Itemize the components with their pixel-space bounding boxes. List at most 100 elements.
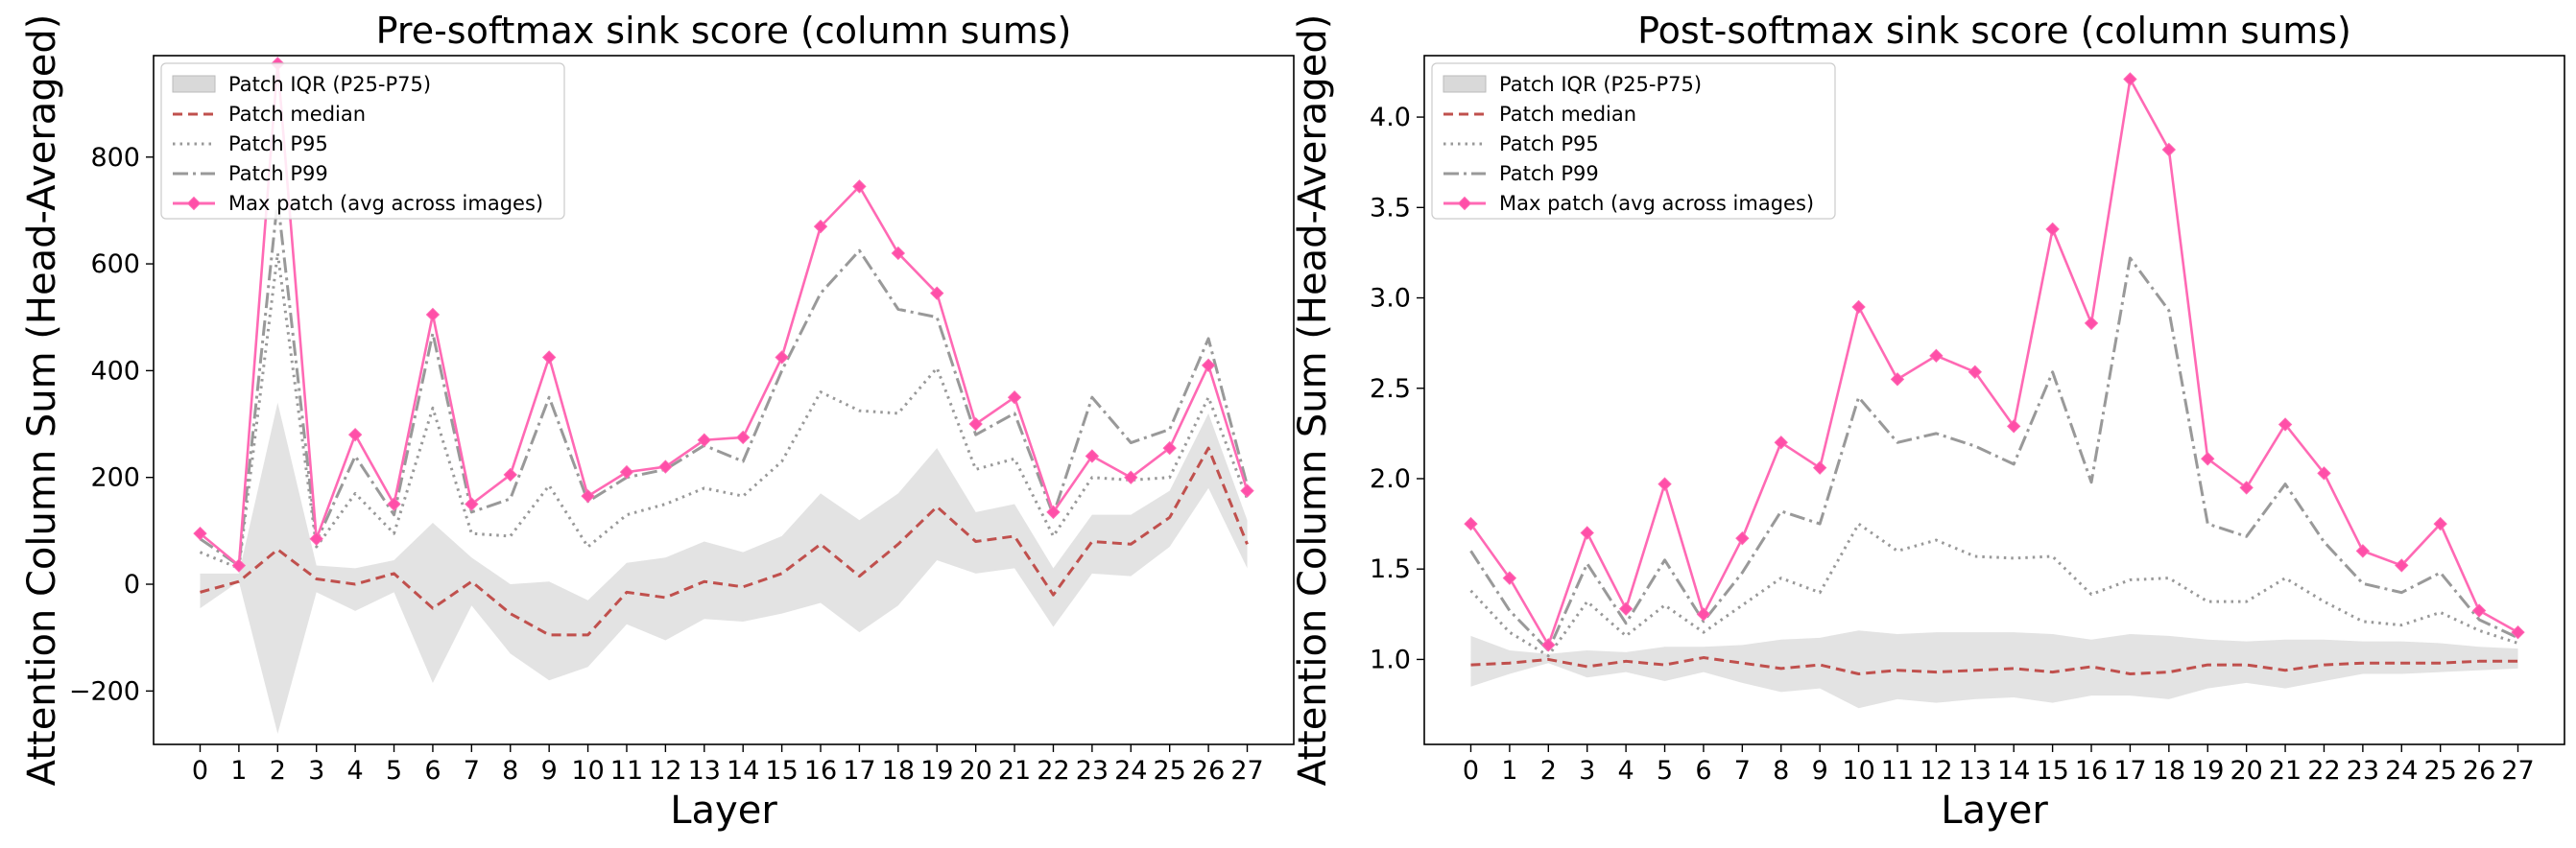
max-patch-point — [193, 526, 207, 541]
x-tick-label: 15 — [765, 756, 798, 786]
max-patch-point — [465, 497, 479, 511]
x-tick-label: 7 — [464, 756, 480, 786]
max-patch-point — [2317, 466, 2331, 481]
data-layer — [1464, 72, 2525, 709]
series-line-patch-p99 — [1469, 256, 2519, 652]
max-patch-point — [2433, 516, 2447, 531]
max-patch-point — [2395, 558, 2409, 573]
y-tick-label: 3.0 — [1370, 284, 1411, 314]
x-tick-label: 13 — [1959, 756, 1992, 786]
y-tick-label: 3.5 — [1370, 193, 1411, 223]
max-patch-point — [1696, 607, 1711, 622]
x-tick-label: 8 — [1773, 756, 1789, 786]
max-patch-point — [775, 350, 789, 365]
max-patch-point — [2471, 603, 2487, 618]
max-patch-point — [581, 488, 595, 504]
x-tick-label: 17 — [843, 756, 875, 786]
x-tick-label: 27 — [1230, 756, 1263, 786]
legend-entry-label: Patch IQR (P25-P75) — [1499, 73, 1702, 96]
legend-entry-label: Patch IQR (P25-P75) — [228, 73, 431, 96]
max-patch-point — [1124, 470, 1138, 484]
max-patch-point — [813, 219, 828, 234]
y-tick-label: 2.0 — [1370, 464, 1411, 494]
legend-entry-label: Patch P95 — [1499, 132, 1599, 155]
x-tick-label: 2 — [270, 756, 286, 786]
y-tick-label: 200 — [90, 463, 140, 493]
x-tick-label: 16 — [804, 756, 837, 786]
x-tick-label: 9 — [541, 756, 558, 786]
x-tick-label: 4 — [347, 756, 364, 786]
series-line-patch-median — [1470, 656, 2518, 676]
x-tick-label: 6 — [424, 756, 441, 786]
max-patch-point — [1812, 460, 1827, 475]
x-tick-label: 14 — [1997, 756, 2030, 786]
y-tick-label: 0 — [124, 570, 140, 600]
y-tick-label: 800 — [90, 143, 140, 173]
x-tick-label: 25 — [1154, 756, 1186, 786]
y-tick-label: 600 — [90, 249, 140, 279]
legend-swatch-iqr — [172, 75, 216, 93]
series-line-max-patch-avg-across-images — [199, 62, 1249, 567]
max-patch-point — [968, 416, 983, 432]
max-patch-point — [2084, 316, 2099, 331]
max-patch-point — [1890, 372, 1905, 387]
max-patch-point — [347, 427, 363, 442]
legend-entry-label: Max patch (avg across images) — [228, 192, 543, 215]
legend-entry-label: Patch P95 — [228, 132, 328, 155]
x-tick-label: 10 — [1842, 756, 1874, 786]
x-tick-label: 5 — [386, 756, 402, 786]
max-patch-point — [2201, 452, 2215, 466]
max-patch-point — [503, 467, 517, 483]
x-tick-label: 17 — [2113, 756, 2146, 786]
x-tick-label: 9 — [1812, 756, 1828, 786]
y-axis-label: Attention Column Sum (Head-Averaged) — [1291, 14, 1335, 787]
max-patch-point — [541, 350, 557, 365]
max-patch-point — [852, 179, 867, 194]
y-tick-label: 2.5 — [1370, 374, 1411, 404]
max-patch-point — [2239, 481, 2254, 495]
max-patch-point — [1162, 440, 1177, 456]
chart-title: Post-softmax sink score (column sums) — [1637, 10, 2351, 52]
max-patch-point — [2006, 419, 2021, 434]
y-tick-label: 1.0 — [1370, 645, 1411, 674]
max-patch-point — [1502, 571, 1517, 585]
x-tick-label: 23 — [2347, 756, 2379, 786]
x-tick-label: 21 — [2269, 756, 2302, 786]
x-axis-label: Layer — [670, 789, 777, 833]
x-tick-label: 1 — [230, 756, 247, 786]
x-tick-label: 2 — [1540, 756, 1557, 786]
plot-frame — [1423, 55, 2565, 745]
x-tick-label: 15 — [2036, 756, 2068, 786]
x-tick-label: 3 — [308, 756, 324, 786]
max-patch-point — [1085, 449, 1100, 463]
x-tick-label: 5 — [1657, 756, 1673, 786]
x-tick-label: 13 — [688, 756, 721, 786]
x-tick-label: 0 — [1463, 756, 1479, 786]
max-patch-point — [1658, 477, 1672, 491]
data-layer — [193, 57, 1254, 734]
x-tick-label: 18 — [882, 756, 915, 786]
max-patch-point — [735, 430, 751, 445]
legend-entry-label: Patch P99 — [228, 162, 328, 185]
x-tick-label: 23 — [1076, 756, 1109, 786]
x-tick-label: 18 — [2153, 756, 2185, 786]
x-tick-label: 8 — [502, 756, 518, 786]
max-patch-point — [1201, 358, 1216, 373]
max-patch-point — [1774, 436, 1788, 450]
x-axis-label: Layer — [1941, 789, 2048, 833]
legend-entry-label: Patch median — [1499, 103, 1636, 126]
x-tick-label: 3 — [1579, 756, 1595, 786]
max-patch-point — [658, 459, 673, 474]
chart-title: Pre-softmax sink score (column sums) — [376, 10, 1072, 52]
x-tick-label: 21 — [998, 756, 1031, 786]
legend-entry-label: Patch median — [228, 103, 366, 126]
max-patch-point — [2511, 624, 2525, 640]
chart-panel-post-softmax: 0 1 2 3 4 5 6 7 8 9 10 11 12 13 14 15 16 17 18 19 20 21 22 23 24… — [1291, 10, 2565, 833]
x-tick-label: 26 — [2463, 756, 2495, 786]
max-patch-point — [1240, 483, 1254, 498]
max-patch-point — [2123, 72, 2137, 86]
series-line-max-patch-avg-across-images — [1469, 78, 2519, 647]
x-tick-label: 20 — [2230, 756, 2262, 786]
max-patch-point — [930, 286, 944, 300]
y-tick-label: 400 — [90, 356, 140, 386]
